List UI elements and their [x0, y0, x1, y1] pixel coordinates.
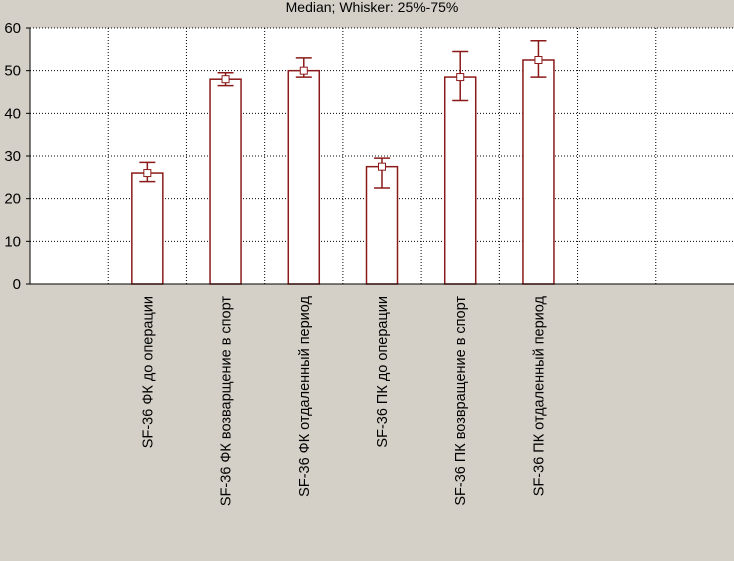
y-tick-label: 30 [4, 148, 21, 165]
x-axis-labels: SF-36 ФК до операции SF-36 ФК возварщение… [140, 295, 547, 506]
bar [131, 172, 164, 285]
y-tick-label: 50 [4, 63, 21, 80]
x-tick-label: SF-36 ФК отдаленный период [297, 295, 313, 496]
y-tick-label: 10 [4, 233, 21, 250]
x-tick-label: SF-36 ФК до операции [140, 296, 156, 448]
median-marker [221, 75, 230, 84]
y-tick-label: 60 [4, 20, 21, 37]
y-tick-label: 40 [4, 105, 21, 122]
x-tick-label: SF-36 ПК возвращение в спорт [453, 296, 469, 506]
median-marker [378, 162, 386, 171]
median-marker [299, 66, 308, 75]
whiskers [139, 40, 547, 189]
x-tick-label: SF-36 ПК отдаленный период [531, 295, 547, 496]
bar [522, 59, 555, 285]
bar [209, 78, 242, 285]
y-tick-label: 0 [13, 276, 21, 293]
median-marker [456, 73, 465, 82]
median-marker [143, 169, 152, 178]
bar [287, 69, 321, 285]
y-tick-label: 20 [4, 191, 21, 208]
chart-subtitle: Median; Whisker: 25%-75% [286, 0, 459, 15]
y-axis: 0 10 20 30 40 50 60 [4, 20, 30, 293]
x-tick-label: SF-36 ПК до операции [375, 296, 391, 448]
bar [443, 76, 477, 285]
median-marker [534, 56, 543, 64]
x-tick-label: SF-36 ФК возварщение в спорт [219, 296, 235, 506]
